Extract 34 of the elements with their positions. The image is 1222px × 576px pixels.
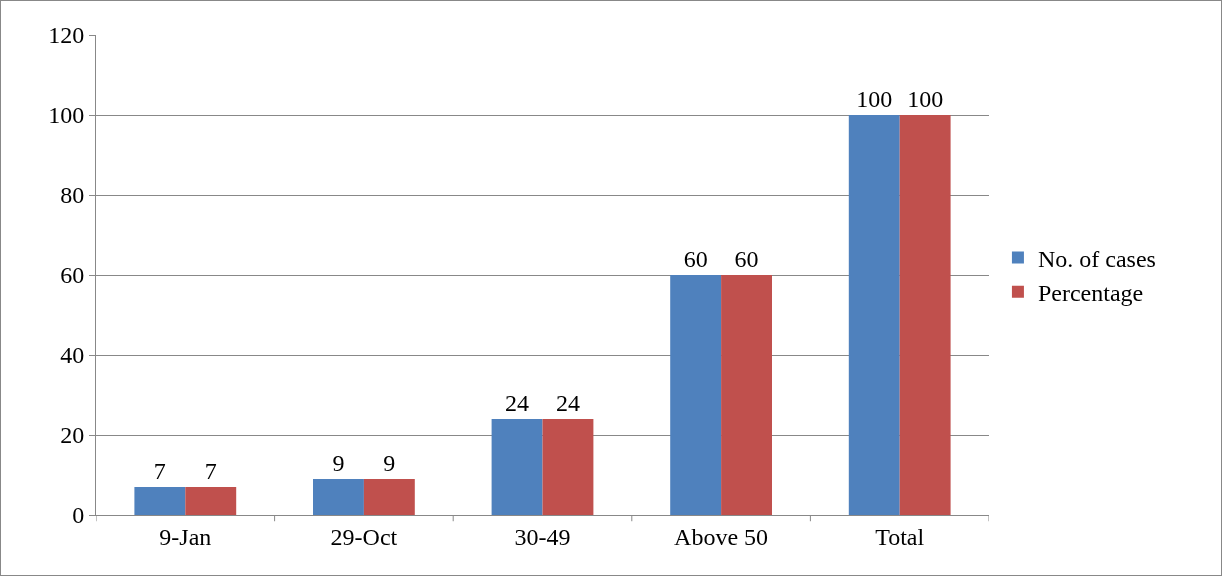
y-tick-label: 100 <box>48 102 85 129</box>
legend-label: No. of cases <box>1037 245 1156 272</box>
bar <box>721 275 772 515</box>
bar <box>670 275 722 515</box>
x-tick-label: 29-Oct <box>330 523 398 550</box>
data-label: 9 <box>332 450 345 476</box>
y-tick-label: 20 <box>60 422 85 449</box>
bar <box>363 479 415 515</box>
y-tick-label: 120 <box>48 22 85 49</box>
legend-label: Percentage <box>1037 280 1144 307</box>
bar <box>542 419 594 515</box>
x-tick-label: 9-Jan <box>159 523 212 550</box>
y-tick-label: 60 <box>60 262 85 289</box>
data-label: 7 <box>204 458 217 484</box>
bar <box>313 479 364 515</box>
data-label: 9 <box>383 450 396 476</box>
x-tick-label: Above 50 <box>674 523 769 550</box>
y-tick-label: 80 <box>60 182 85 209</box>
x-tick-label: 30-49 <box>514 523 571 550</box>
data-label: 60 <box>734 246 759 272</box>
bar <box>848 115 900 515</box>
data-label: 100 <box>907 86 944 112</box>
y-tick-label: 0 <box>72 502 85 529</box>
bar <box>185 487 237 515</box>
data-label: 24 <box>555 390 580 416</box>
y-tick-label: 40 <box>60 342 85 369</box>
bar <box>134 487 186 515</box>
data-label: 100 <box>856 86 893 112</box>
bar <box>899 115 951 515</box>
bar <box>491 419 543 515</box>
data-label: 7 <box>153 458 166 484</box>
data-label: 24 <box>505 390 530 416</box>
data-label: 60 <box>683 246 708 272</box>
x-tick-label: Total <box>875 523 925 550</box>
